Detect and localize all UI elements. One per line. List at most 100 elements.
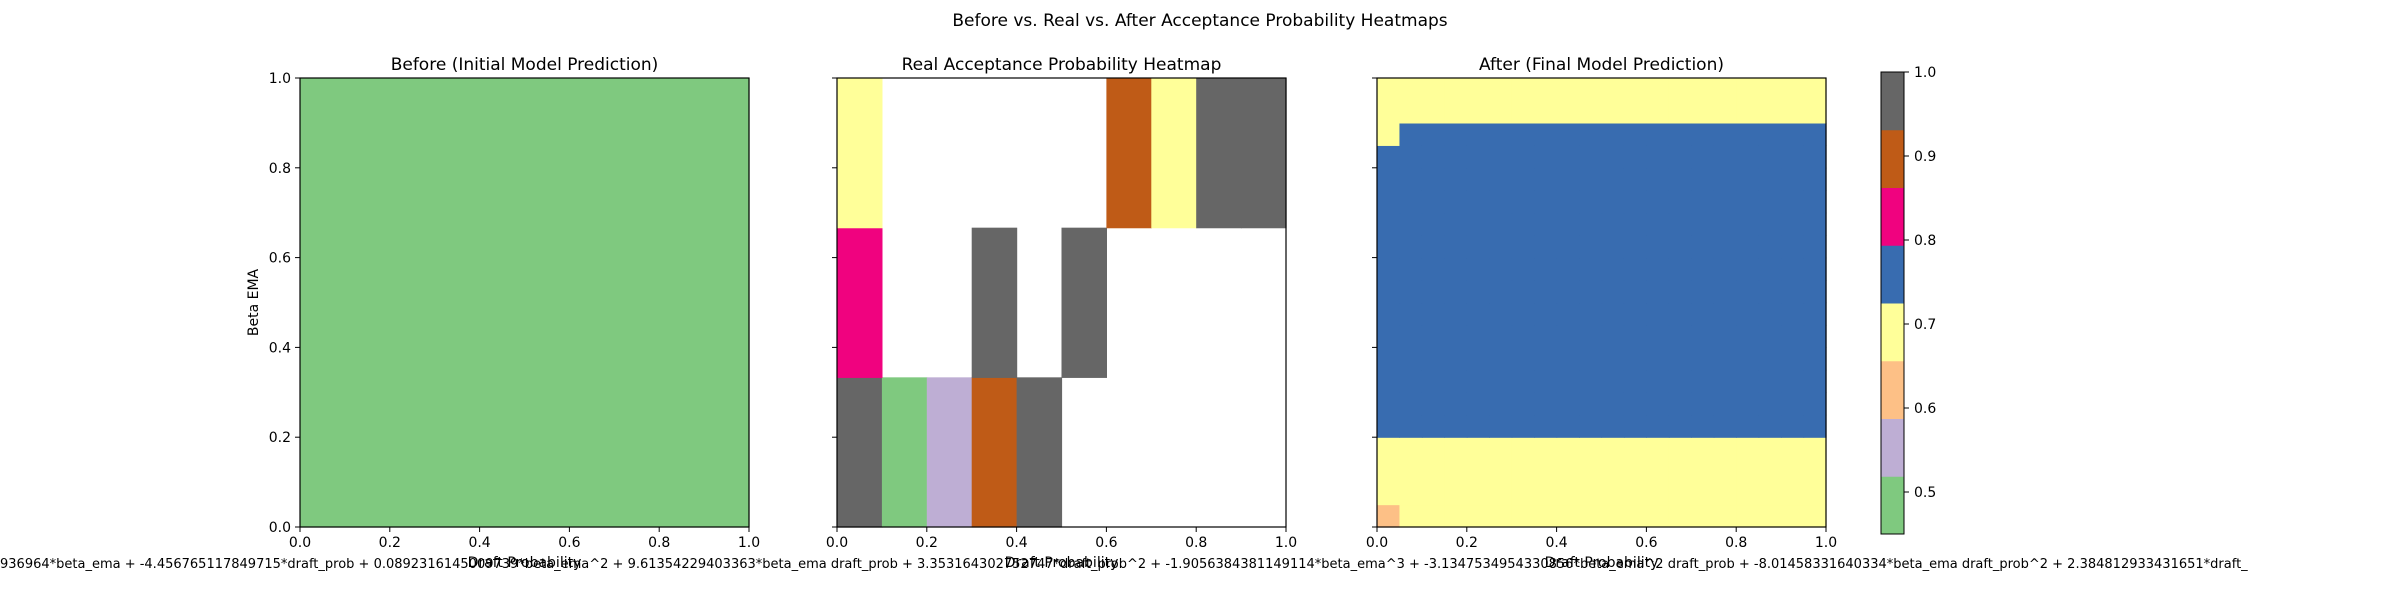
heatmap-cell xyxy=(1646,482,1670,506)
heatmap-cell xyxy=(1601,347,1625,371)
heatmap-cell xyxy=(1601,369,1625,393)
heatmap-cell xyxy=(1623,257,1647,281)
heatmap-cell xyxy=(1781,414,1805,438)
heatmap-cell xyxy=(1421,482,1445,506)
heatmap-cell xyxy=(837,227,883,378)
heatmap-cell xyxy=(1489,122,1513,146)
heatmap-cell xyxy=(1399,369,1423,393)
heatmap-cell xyxy=(1511,392,1535,416)
heatmap-cell xyxy=(1377,392,1401,416)
heatmap-cell xyxy=(1489,167,1513,191)
heatmap-cell xyxy=(1713,122,1737,146)
heatmap-cell xyxy=(1668,190,1692,214)
heatmap-cell xyxy=(1668,437,1692,461)
heatmap-cell xyxy=(1623,369,1647,393)
heatmap-cell xyxy=(1421,392,1445,416)
heatmap-cell xyxy=(1489,504,1513,528)
heatmap-cell xyxy=(881,377,928,528)
colorbar-tick-label: 0.9 xyxy=(1914,149,1936,165)
heatmap-cell xyxy=(1556,100,1580,124)
heatmap-cell xyxy=(1713,235,1737,259)
heatmap-cell xyxy=(1713,167,1737,191)
heatmap-cell xyxy=(1713,145,1737,169)
heatmap-cell xyxy=(1668,459,1692,483)
heatmap-cell xyxy=(837,377,883,528)
heatmap-cell xyxy=(1713,324,1737,348)
heatmap-cell xyxy=(1421,145,1445,169)
colorbar-segment xyxy=(1881,129,1904,188)
heatmap-cell xyxy=(1736,257,1760,281)
heatmap-cell xyxy=(1399,190,1423,214)
heatmap-cell xyxy=(1444,122,1468,146)
heatmap-cell xyxy=(1579,369,1603,393)
heatmap-cell xyxy=(1511,257,1535,281)
heatmap-cell xyxy=(1758,122,1782,146)
heatmap-cell xyxy=(1444,324,1468,348)
colorbar-tick-label: 0.8 xyxy=(1914,233,1936,249)
heatmap-cell xyxy=(1421,235,1445,259)
heatmap-cell xyxy=(1534,100,1558,124)
heatmap-cell xyxy=(1579,100,1603,124)
heatmap-cell xyxy=(1781,122,1805,146)
x-axis-label: Draft Probability xyxy=(1005,555,1119,571)
heatmap-cell xyxy=(1421,78,1445,102)
heatmap-cell xyxy=(1511,504,1535,528)
heatmap-cell xyxy=(1466,257,1490,281)
heatmap-cell xyxy=(1736,280,1760,304)
heatmap-cell xyxy=(1421,459,1445,483)
heatmap-cell xyxy=(1803,437,1827,461)
heatmap-cell xyxy=(1601,280,1625,304)
heatmap-cell xyxy=(1421,347,1445,371)
heatmap-cell xyxy=(1668,324,1692,348)
heatmap-cell xyxy=(1668,369,1692,393)
x-tick-label: 0.8 xyxy=(1725,535,1747,551)
heatmap-cell xyxy=(1691,302,1715,326)
heatmap-cell xyxy=(1736,167,1760,191)
heatmap-cell xyxy=(1646,392,1670,416)
heatmap-cell xyxy=(1511,280,1535,304)
heatmap-cell xyxy=(1534,190,1558,214)
heatmap-cell xyxy=(1623,459,1647,483)
heatmap-cell xyxy=(1556,369,1580,393)
heatmap-cell xyxy=(1489,324,1513,348)
heatmap-cell xyxy=(1534,122,1558,146)
heatmap-cell xyxy=(1511,235,1535,259)
heatmap-cell xyxy=(1579,437,1603,461)
heatmap-cell xyxy=(1758,482,1782,506)
x-tick-label: 0.2 xyxy=(916,535,938,551)
heatmap-cell xyxy=(1758,280,1782,304)
heatmap-cell xyxy=(1601,78,1625,102)
heatmap-cell xyxy=(1623,347,1647,371)
heatmap-cell xyxy=(837,78,883,229)
heatmap-cell xyxy=(1466,100,1490,124)
heatmap-cell xyxy=(1646,414,1670,438)
heatmap-cell xyxy=(1399,212,1423,236)
x-tick-label: 1.0 xyxy=(738,535,760,551)
panel-title: After (Final Model Prediction) xyxy=(1479,55,1724,75)
heatmap-cell xyxy=(1623,235,1647,259)
heatmap-cell xyxy=(1489,482,1513,506)
heatmap-cell xyxy=(1713,78,1737,102)
heatmap-cell xyxy=(1377,437,1401,461)
heatmap-cell xyxy=(1758,257,1782,281)
heatmap-cell xyxy=(1579,122,1603,146)
heatmap-cell xyxy=(1623,482,1647,506)
heatmap-cell xyxy=(1668,167,1692,191)
heatmap-cell xyxy=(1579,504,1603,528)
heatmap-cell xyxy=(1534,482,1558,506)
heatmap-cell xyxy=(1466,302,1490,326)
heatmap-cell xyxy=(1668,482,1692,506)
heatmap-cell xyxy=(1691,190,1715,214)
heatmap-cell xyxy=(1601,414,1625,438)
heatmap-cell xyxy=(1668,302,1692,326)
heatmap-cell xyxy=(1579,145,1603,169)
heatmap-cell xyxy=(1489,347,1513,371)
heatmap-cell xyxy=(1646,369,1670,393)
heatmap-cell xyxy=(1399,459,1423,483)
y-tick-label: 0.8 xyxy=(269,161,291,177)
y-tick-label: 0.2 xyxy=(269,430,291,446)
heatmap-cell xyxy=(1489,257,1513,281)
heatmap-cell xyxy=(1758,100,1782,124)
heatmap-cell xyxy=(1511,369,1535,393)
